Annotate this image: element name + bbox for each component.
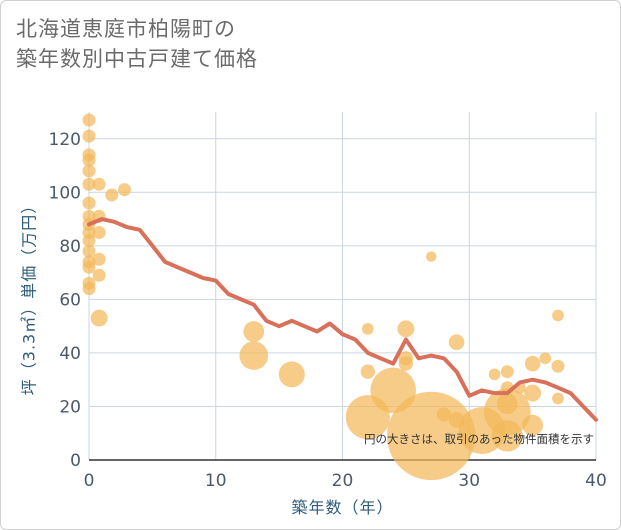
bubble-point: [522, 414, 544, 436]
tick-labels: 0 20 40 60 80 100 120 0 10 20 30 40: [49, 130, 607, 491]
bubble-point: [552, 309, 564, 322]
bubble-point: [362, 322, 374, 335]
bubble-point: [82, 282, 96, 296]
y-tick-label: 40: [59, 344, 81, 364]
bubble-point: [92, 252, 106, 266]
bubble-point: [239, 341, 269, 370]
bubble-point: [82, 164, 96, 178]
x-tick-label: 30: [458, 471, 480, 491]
y-axis-title: 坪（3.3㎡）単価（万円）: [20, 197, 39, 395]
size-legend-note: 円の大きさは、取引のあった物件面積を示す: [364, 432, 594, 446]
bubble-point: [552, 392, 564, 405]
y-tick-label: 0: [70, 451, 81, 471]
bubble-point: [90, 309, 108, 327]
x-tick-label: 10: [205, 471, 227, 491]
bubble-point: [92, 268, 106, 282]
bubble-point: [500, 365, 514, 379]
bubble-point: [524, 384, 542, 402]
trend-line-layer: [87, 217, 598, 422]
bubble-point: [448, 412, 465, 428]
bubble-point: [436, 407, 452, 422]
bubble-point: [539, 352, 552, 365]
bubble-point: [82, 233, 96, 247]
bubble-point: [491, 420, 523, 452]
bubble-point: [82, 244, 96, 258]
bubble-point: [360, 364, 375, 379]
average-price-line: [87, 217, 598, 422]
x-tick-label: 40: [585, 471, 607, 491]
bubble-point: [82, 196, 96, 210]
bubble-point: [92, 225, 106, 239]
bubble-point: [397, 320, 415, 338]
bubble-point: [398, 356, 414, 371]
bubble-point: [524, 355, 541, 372]
bubble-point: [82, 129, 96, 143]
bubble-point: [82, 113, 96, 127]
chart-title: 北海道恵庭市柏陽町の 築年数別中古戸建て価格: [16, 14, 258, 74]
bubble-point: [426, 251, 437, 262]
bubble-point: [345, 395, 390, 440]
bubble-point: [488, 368, 501, 381]
chart-title-line-2: 築年数別中古戸建て価格: [16, 47, 258, 71]
y-tick-label: 80: [59, 237, 81, 257]
bubble-layer: [82, 113, 565, 481]
chart-title-line-1: 北海道恵庭市柏陽町の: [16, 17, 236, 41]
x-axis-title: 築年数（年）: [291, 498, 393, 517]
bubble-point: [82, 177, 96, 191]
x-tick-label: 0: [84, 471, 95, 491]
y-tick-label: 120: [49, 130, 81, 150]
bubble-point: [496, 393, 518, 415]
bubble-point: [105, 188, 119, 202]
bubble-point: [278, 361, 305, 388]
bubble-point: [448, 334, 465, 351]
bubble-point: [551, 359, 565, 373]
bubble-point: [82, 260, 96, 274]
bubble-point: [243, 321, 265, 342]
x-tick-label: 20: [332, 471, 354, 491]
y-tick-label: 60: [59, 290, 81, 310]
bubble-point: [117, 183, 131, 197]
y-tick-label: 20: [59, 397, 81, 417]
bubble-point: [82, 153, 96, 167]
y-tick-label: 100: [49, 183, 81, 203]
bubble-point: [92, 177, 106, 191]
